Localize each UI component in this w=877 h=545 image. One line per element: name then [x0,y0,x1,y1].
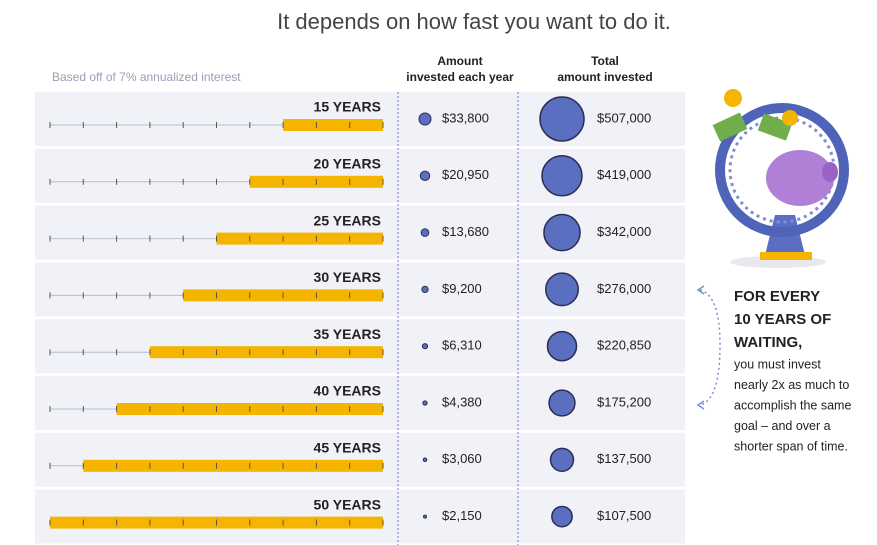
years-label: 25 YEARS [314,212,381,228]
total-value: $507,000 [597,110,651,125]
arrow-head [696,400,705,410]
annual-bubble [421,343,429,350]
years-bar [83,459,384,472]
column-header: Amount [437,54,482,68]
total-value: $342,000 [597,224,651,239]
years-label: 45 YEARS [314,440,381,456]
years-label: 40 YEARS [314,383,381,399]
side-note: FOR EVERY 10 YEARS OF WAITING, you must inv… [734,288,851,453]
annual-value: $6,310 [442,338,482,353]
rows: 15 YEARS $33,800 $507,000 20 YEARS $20,950 $4… [35,92,685,544]
annual-value: $20,950 [442,167,489,182]
note: Based off of 7% annualized interest [52,70,241,84]
annual-value: $33,800 [442,110,489,125]
coin [724,89,742,107]
wheel-base [760,252,812,260]
side-heading: 10 YEARS OF [734,311,831,328]
total-bubble [546,330,578,362]
illustration [696,89,849,410]
side-body: you must invest [734,357,821,371]
annual-bubble [420,228,430,237]
total-bubble [551,505,573,528]
annual-value: $3,060 [442,451,482,466]
annual-value: $13,680 [442,224,489,239]
annual-bubble [421,285,429,294]
side-body: accomplish the same [734,398,851,412]
total-bubble [541,155,583,197]
total-bubble [539,96,585,142]
years-label: 20 YEARS [314,156,381,172]
arrow-head [696,285,705,295]
piggy-bank [766,150,834,206]
side-body: nearly 2x as much to [734,378,849,392]
years-bar [216,232,383,245]
banknote [712,112,748,142]
column-header: invested each year [406,70,514,84]
annual-value: $9,200 [442,281,482,296]
total-bubble [549,447,575,473]
side-heading: FOR EVERY [734,288,820,305]
total-bubble [548,389,576,417]
title: It depends on how fast you want to do it… [277,9,671,34]
annual-bubble [419,170,431,182]
years-label: 35 YEARS [314,326,381,342]
total-bubble [543,213,581,252]
arrow [699,289,721,406]
total-value: $107,500 [597,508,651,523]
side-body: goal – and over a [734,419,831,433]
column-header: amount invested [557,70,652,84]
banknote [757,113,793,141]
years-bar [149,346,383,359]
annual-bubble [422,400,428,406]
annual-bubble [422,457,428,463]
total-bubble [545,272,579,307]
years-label: 50 YEARS [314,496,381,512]
side-body: shorter span of time. [734,439,848,453]
total-value: $276,000 [597,281,651,296]
piggy-snout [822,162,838,182]
separators [397,92,519,545]
annual-bubble [418,112,432,126]
wheel [715,103,849,237]
years-label: 15 YEARS [314,99,381,115]
years-label: 30 YEARS [314,269,381,285]
annual-value: $2,150 [442,508,482,523]
annual-value: $4,380 [442,394,482,409]
column-header: Total [591,54,619,68]
total-value: $137,500 [597,451,651,466]
annual-bubble [422,514,428,519]
total-value: $220,850 [597,338,651,353]
coin [782,110,798,126]
side-heading: WAITING, [734,334,802,351]
total-value: $175,200 [597,394,651,409]
total-value: $419,000 [597,167,651,182]
years-bar [283,119,383,131]
